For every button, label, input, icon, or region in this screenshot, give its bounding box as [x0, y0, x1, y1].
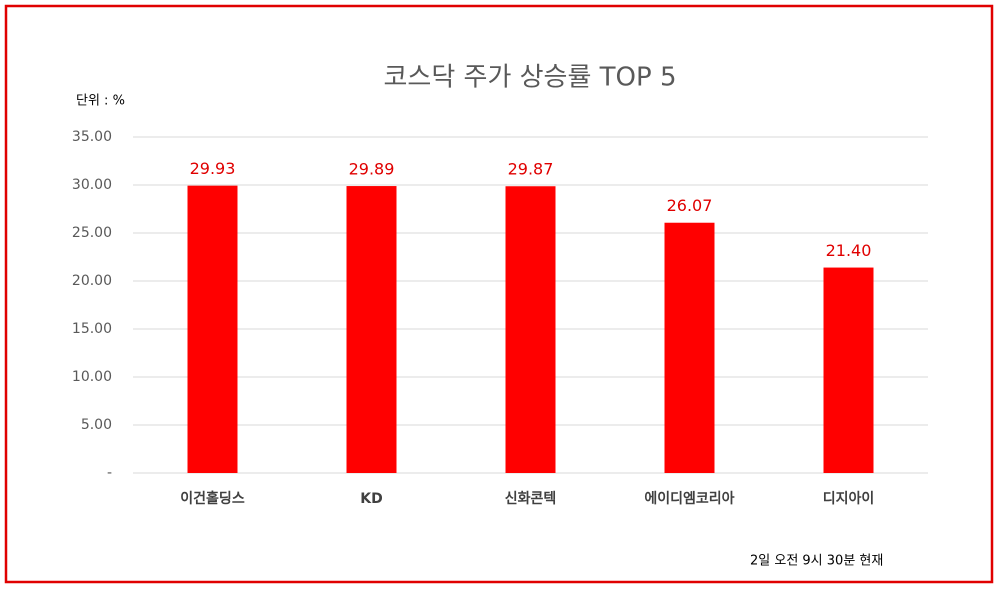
y-tick-label: 10.00: [72, 369, 112, 385]
x-tick-label: 이건홀딩스: [180, 490, 245, 507]
y-tick-label: 25.00: [72, 225, 112, 241]
unit-label: 단위 : %: [76, 94, 125, 109]
y-tick-label: 30.00: [72, 177, 112, 193]
frame: [4, 4, 994, 584]
x-tick-label: 에이디엠코리아: [644, 490, 734, 507]
bar: [505, 186, 556, 474]
bar: [664, 222, 715, 473]
chart-title: 코스닥 주가 상승률 TOP 5: [384, 63, 677, 93]
bar: [823, 267, 874, 473]
y-tick-label: -: [107, 465, 112, 481]
x-tick-label: 디지아이: [823, 490, 875, 507]
y-tick-label: 35.00: [72, 129, 112, 145]
value-label: 21.40: [826, 241, 872, 260]
y-tick-label: 20.00: [72, 273, 112, 289]
value-label: 26.07: [667, 196, 713, 215]
value-label: 29.87: [508, 160, 554, 179]
note: 2일 오전 9시 30분 현재: [750, 554, 883, 569]
x-tick-label: 신화콘텍: [505, 490, 557, 507]
bar: [346, 186, 397, 473]
x-tick-label: KD: [360, 491, 382, 507]
value-label: 29.89: [349, 160, 395, 179]
y-tick-label: 5.00: [81, 417, 112, 433]
y-tick-label: 15.00: [72, 321, 112, 337]
bar: [187, 185, 238, 473]
value-label: 29.93: [190, 159, 236, 178]
